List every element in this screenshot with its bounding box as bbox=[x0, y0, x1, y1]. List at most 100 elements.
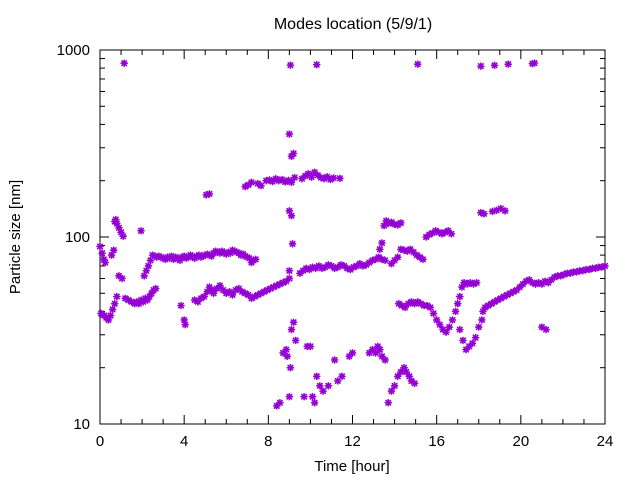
data-point bbox=[96, 242, 104, 251]
data-point bbox=[287, 325, 296, 334]
data-point bbox=[244, 291, 253, 299]
data-point bbox=[390, 382, 399, 390]
data-point bbox=[120, 59, 128, 67]
data-point bbox=[310, 168, 319, 177]
data-point bbox=[289, 318, 298, 327]
data-point bbox=[436, 320, 444, 329]
data-point bbox=[538, 280, 546, 288]
plot-frame bbox=[99, 49, 606, 425]
chart-title: Modes location (5/9/1) bbox=[274, 16, 432, 33]
data-point bbox=[515, 283, 524, 291]
data-point bbox=[312, 60, 321, 69]
data-point bbox=[216, 281, 224, 290]
data-point bbox=[285, 392, 294, 401]
data-point bbox=[477, 62, 485, 70]
data-point bbox=[291, 336, 300, 345]
x-tick-label: 8 bbox=[264, 433, 272, 450]
data-point bbox=[98, 249, 106, 257]
data-point bbox=[387, 259, 396, 268]
data-point bbox=[544, 278, 552, 287]
data-point bbox=[307, 173, 316, 181]
data-point bbox=[468, 339, 477, 348]
data-point bbox=[448, 316, 457, 324]
data-point bbox=[601, 262, 609, 270]
data-point bbox=[381, 256, 389, 265]
data-point bbox=[429, 309, 438, 318]
data-point bbox=[474, 323, 483, 331]
data-point bbox=[378, 239, 386, 247]
data-point bbox=[285, 266, 294, 275]
data-point bbox=[308, 392, 317, 401]
data-point bbox=[288, 239, 297, 248]
data-point bbox=[480, 210, 488, 218]
data-point bbox=[471, 333, 480, 342]
data-point bbox=[409, 248, 418, 256]
data-point bbox=[276, 398, 284, 407]
data-point bbox=[312, 372, 321, 381]
data-point bbox=[384, 398, 393, 407]
data-point bbox=[512, 286, 521, 294]
data-point bbox=[283, 352, 292, 361]
data-point bbox=[381, 356, 389, 364]
data-point bbox=[286, 61, 295, 69]
data-point bbox=[285, 274, 294, 283]
data-point bbox=[108, 305, 117, 314]
data-point bbox=[397, 219, 405, 227]
data-point bbox=[257, 181, 265, 190]
data-point bbox=[316, 382, 324, 390]
data-point bbox=[109, 246, 118, 254]
data-point bbox=[228, 291, 237, 299]
data-point bbox=[119, 232, 127, 240]
data-point bbox=[402, 368, 410, 376]
data-point bbox=[336, 174, 344, 183]
x-tick-label: 0 bbox=[96, 433, 104, 450]
data-point bbox=[247, 178, 256, 187]
data-point bbox=[200, 292, 208, 301]
data-point bbox=[542, 325, 550, 334]
data-point bbox=[330, 356, 339, 364]
data-point bbox=[478, 316, 486, 324]
data-point bbox=[151, 284, 160, 293]
data-point bbox=[209, 289, 218, 298]
data-point bbox=[181, 320, 190, 329]
data-point bbox=[456, 292, 464, 301]
data-point bbox=[319, 387, 327, 395]
data-point bbox=[451, 307, 460, 316]
data-point bbox=[101, 258, 110, 267]
data-point bbox=[348, 349, 357, 357]
data-point bbox=[287, 178, 296, 187]
data-point bbox=[445, 323, 454, 331]
data-point bbox=[286, 363, 295, 372]
data-point bbox=[333, 377, 342, 385]
data-point bbox=[285, 130, 294, 138]
data-point bbox=[530, 59, 539, 67]
data-point bbox=[393, 253, 402, 261]
y-tick-label: 1000 bbox=[57, 42, 90, 59]
data-point bbox=[180, 316, 188, 324]
data-point bbox=[501, 207, 509, 215]
data-point bbox=[177, 301, 185, 310]
data-point bbox=[251, 255, 260, 264]
data-point bbox=[447, 230, 456, 238]
data-point bbox=[205, 190, 214, 198]
data-point bbox=[118, 274, 126, 283]
ticks-layer: 0 4 8 12 16 20 24 10 100 1000 bbox=[57, 42, 614, 450]
data-point bbox=[306, 342, 315, 351]
data-point bbox=[140, 272, 148, 280]
data-point bbox=[282, 345, 291, 354]
data-point bbox=[453, 299, 462, 308]
data-point bbox=[107, 251, 116, 259]
y-axis-label: Particle size [nm] bbox=[7, 180, 24, 294]
data-point bbox=[426, 303, 435, 312]
x-tick-label: 20 bbox=[512, 433, 529, 450]
data-point bbox=[442, 328, 450, 336]
data-point bbox=[290, 173, 299, 182]
data-point bbox=[310, 398, 319, 407]
y-tick-label: 100 bbox=[65, 229, 90, 246]
data-point bbox=[472, 278, 481, 287]
data-point bbox=[106, 311, 115, 320]
x-axis-label: Time [hour] bbox=[314, 458, 389, 475]
data-point bbox=[324, 382, 333, 390]
